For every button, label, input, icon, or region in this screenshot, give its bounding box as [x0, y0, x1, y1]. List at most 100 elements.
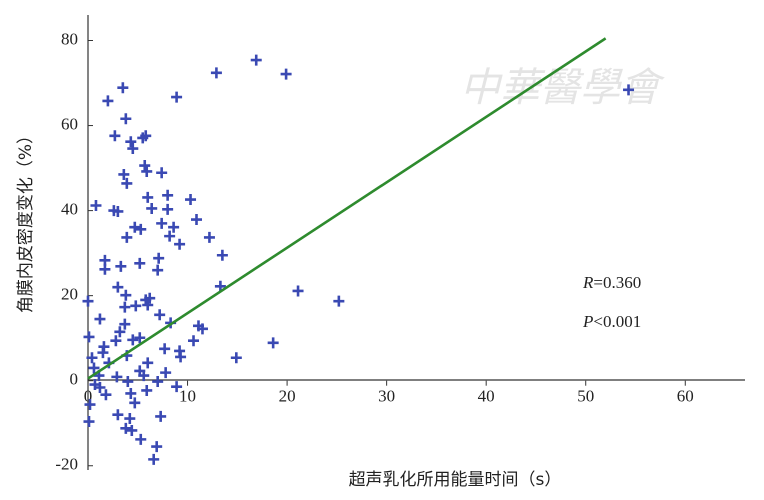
point — [84, 399, 96, 411]
point — [129, 221, 141, 233]
x-tick-label: 0 — [84, 387, 93, 406]
point — [267, 337, 279, 349]
x-axis-label: 超声乳化所用能量时间（s） — [349, 470, 562, 490]
point — [141, 384, 153, 396]
x-tick-label: 20 — [279, 387, 296, 406]
point — [127, 334, 139, 346]
point — [210, 67, 222, 79]
point — [148, 453, 160, 465]
point — [120, 289, 132, 301]
fit-line — [87, 37, 607, 380]
point — [623, 84, 635, 96]
point — [126, 424, 138, 436]
point — [118, 168, 130, 180]
point — [120, 113, 132, 125]
point — [154, 309, 166, 321]
point — [94, 313, 106, 325]
annotation-symbol: R — [582, 273, 594, 292]
annotation-text: =0.360 — [593, 273, 641, 292]
point — [109, 130, 121, 142]
point — [333, 295, 345, 307]
point — [83, 331, 95, 343]
point — [125, 387, 137, 399]
point — [112, 205, 124, 217]
point — [155, 410, 167, 422]
point — [159, 343, 171, 355]
point — [139, 160, 151, 172]
x-tick-label: 10 — [179, 387, 196, 406]
y-tick-label: 40 — [61, 200, 78, 219]
point — [214, 280, 226, 292]
point — [134, 257, 146, 269]
point — [94, 382, 106, 394]
point — [216, 249, 228, 261]
point — [125, 136, 137, 148]
annotations: R=0.360 P<0.001 — [582, 273, 641, 331]
point — [144, 292, 156, 304]
point — [119, 301, 131, 313]
point — [151, 441, 163, 453]
point — [119, 318, 131, 330]
point — [174, 238, 186, 250]
x-tick-label: 40 — [478, 387, 495, 406]
watermark: 中華醫學會 — [460, 65, 665, 111]
point — [191, 214, 203, 226]
point — [115, 260, 127, 272]
point — [110, 335, 122, 347]
point — [162, 189, 174, 201]
x-tick-label: 60 — [677, 387, 694, 406]
point — [130, 300, 142, 312]
point — [114, 326, 126, 338]
point — [156, 217, 168, 229]
point — [124, 413, 136, 425]
annotation-symbol: P — [582, 312, 593, 331]
point — [196, 323, 208, 335]
point — [97, 347, 109, 359]
point — [100, 389, 112, 401]
y-tick-label: -20 — [55, 455, 78, 474]
point — [185, 194, 197, 206]
point — [156, 167, 168, 179]
point — [137, 132, 149, 144]
point — [168, 221, 180, 233]
point — [171, 381, 183, 393]
point — [162, 203, 174, 215]
point — [160, 367, 172, 379]
point — [152, 376, 164, 388]
point — [152, 264, 164, 276]
point — [127, 143, 139, 155]
point — [121, 231, 133, 243]
y-tick-label: 20 — [61, 285, 78, 304]
point — [280, 68, 292, 80]
point — [83, 416, 95, 428]
annotation: P<0.001 — [582, 312, 641, 331]
point — [117, 82, 129, 94]
point — [146, 202, 158, 214]
annotation-text: <0.001 — [593, 312, 641, 331]
point — [142, 299, 154, 311]
point — [90, 200, 102, 212]
point — [250, 54, 262, 66]
point — [141, 165, 153, 177]
point — [142, 357, 154, 369]
point — [135, 223, 147, 235]
point — [134, 332, 146, 344]
point — [292, 285, 304, 297]
point — [120, 422, 132, 434]
point — [138, 370, 150, 382]
y-tick-label: 60 — [61, 114, 78, 133]
point — [135, 433, 147, 445]
y-tick-label: 80 — [61, 29, 78, 48]
point — [112, 409, 124, 421]
point — [203, 231, 215, 243]
point — [99, 263, 111, 275]
point — [129, 397, 141, 409]
point — [122, 376, 134, 388]
point — [111, 371, 123, 383]
y-axis-label: 角膜内皮密度变化（%） — [16, 127, 36, 313]
annotation: R=0.360 — [582, 273, 641, 292]
y-tick-label: 0 — [70, 370, 79, 389]
point — [153, 252, 165, 264]
point — [171, 91, 183, 103]
